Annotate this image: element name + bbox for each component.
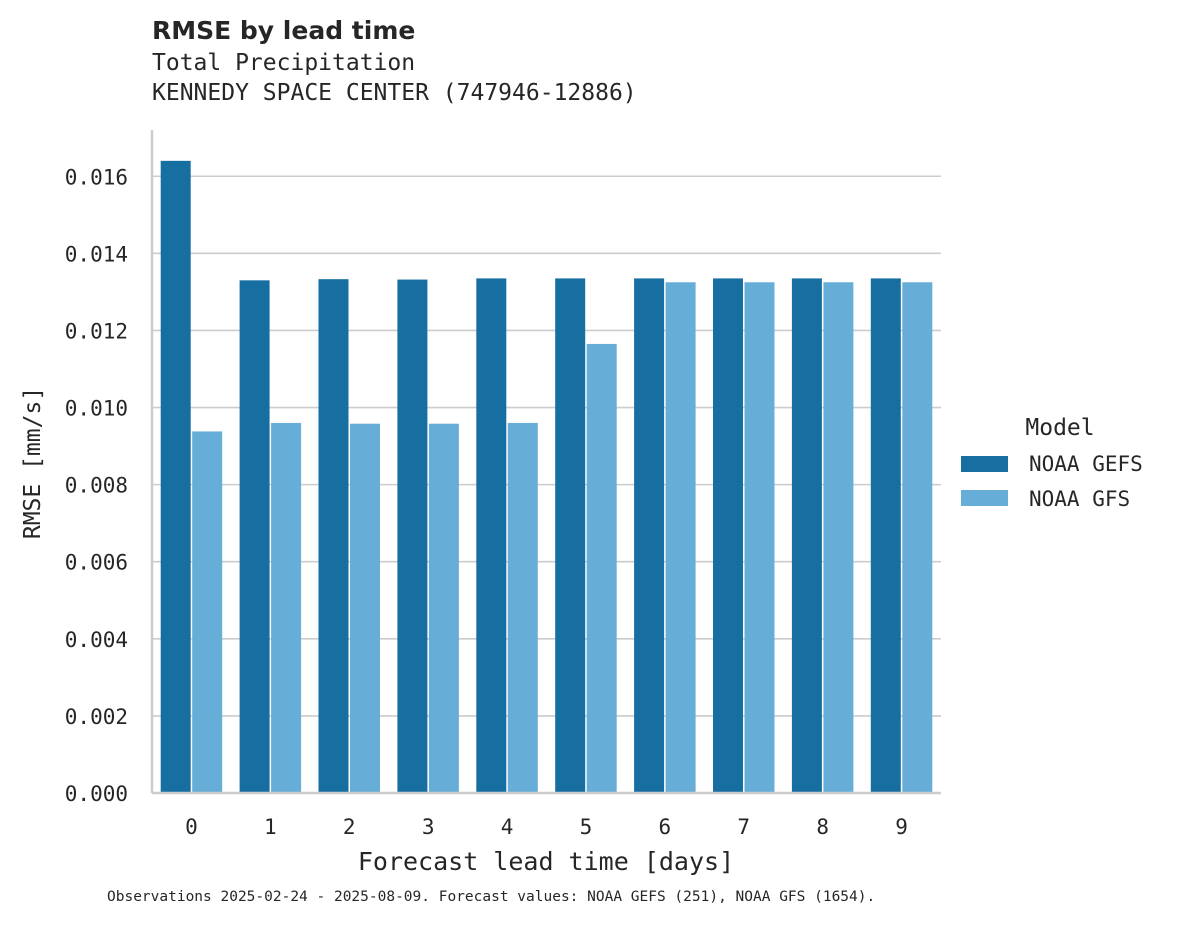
y-tick-label: 0.010: [65, 397, 128, 421]
x-tick-label: 9: [895, 815, 908, 839]
axes: [150, 130, 941, 795]
bar-noaa-gfs-4: [507, 422, 538, 793]
x-axis-label: Forecast lead time [days]: [358, 847, 734, 876]
legend-label-noaa-gfs: NOAA GFS: [1029, 487, 1130, 511]
bar-noaa-gfs-3: [428, 423, 459, 793]
x-tick-label: 8: [816, 815, 829, 839]
y-tick-label: 0.008: [65, 474, 128, 498]
bar-noaa-gefs-6: [634, 278, 665, 794]
y-tick-label: 0.012: [65, 319, 128, 343]
bar-noaa-gefs-8: [791, 278, 822, 794]
bar-noaa-gfs-9: [902, 282, 933, 793]
x-tick-label: 5: [580, 815, 593, 839]
bar-noaa-gfs-0: [192, 431, 223, 793]
bar-noaa-gefs-1: [239, 280, 270, 793]
y-tick-labels: 0.000 0.002 0.004 0.006 0.008 0.010 0.012 0.014…: [65, 165, 128, 806]
bar-noaa-gfs-6: [665, 282, 696, 793]
bar-noaa-gefs-2: [318, 279, 349, 793]
x-tick-label: 6: [659, 815, 672, 839]
y-tick-label: 0.016: [65, 165, 128, 189]
legend-swatch-noaa-gefs: [961, 456, 1008, 472]
legend-title: Model: [1025, 415, 1094, 441]
legend-label-noaa-gefs: NOAA GEFS: [1029, 452, 1143, 476]
y-tick-label: 0.014: [65, 242, 128, 266]
y-axis-label: RMSE [mm/s]: [20, 387, 46, 539]
footnote: Observations 2025-02-24 - 2025-08-09. Fo…: [107, 889, 876, 905]
legend: Model NOAA GEFS NOAA GFS: [961, 415, 1143, 511]
title-block: RMSE by lead time Total Precipitation KE…: [152, 14, 637, 108]
bar-noaa-gefs-3: [397, 279, 428, 794]
bar-noaa-gefs-7: [713, 278, 743, 794]
x-tick-label: 4: [501, 815, 514, 839]
y-tick-label: 0.002: [65, 705, 128, 729]
chart-subtitle-variable: Total Precipitation: [152, 50, 416, 76]
bar-noaa-gefs-5: [555, 278, 586, 794]
y-tick-label: 0.000: [65, 782, 128, 806]
bar-noaa-gefs-9: [870, 278, 901, 794]
y-tick-label: 0.006: [65, 551, 128, 575]
bar-noaa-gfs-1: [271, 422, 302, 793]
bar-noaa-gfs-7: [744, 282, 775, 793]
bar-noaa-gfs-2: [350, 423, 380, 793]
x-tick-label: 0: [185, 815, 198, 839]
x-tick-labels: 0 1 2 3 4 5 6 7 8 9: [185, 815, 908, 839]
x-tick-label: 2: [343, 815, 356, 839]
gridlines: [152, 175, 941, 717]
x-tick-label: 1: [264, 815, 277, 839]
bar-noaa-gfs-8: [823, 282, 854, 793]
bars: [160, 160, 933, 794]
legend-swatch-noaa-gfs: [961, 490, 1008, 506]
bar-noaa-gfs-5: [586, 343, 617, 793]
chart-subtitle-station: KENNEDY SPACE CENTER (747946-12886): [152, 80, 637, 106]
x-tick-label: 7: [737, 815, 750, 839]
bar-noaa-gefs-4: [476, 278, 507, 794]
y-tick-label: 0.004: [65, 628, 128, 652]
bar-noaa-gefs-0: [160, 160, 191, 793]
x-tick-label: 3: [422, 815, 435, 839]
chart-title: RMSE by lead time: [152, 16, 416, 45]
